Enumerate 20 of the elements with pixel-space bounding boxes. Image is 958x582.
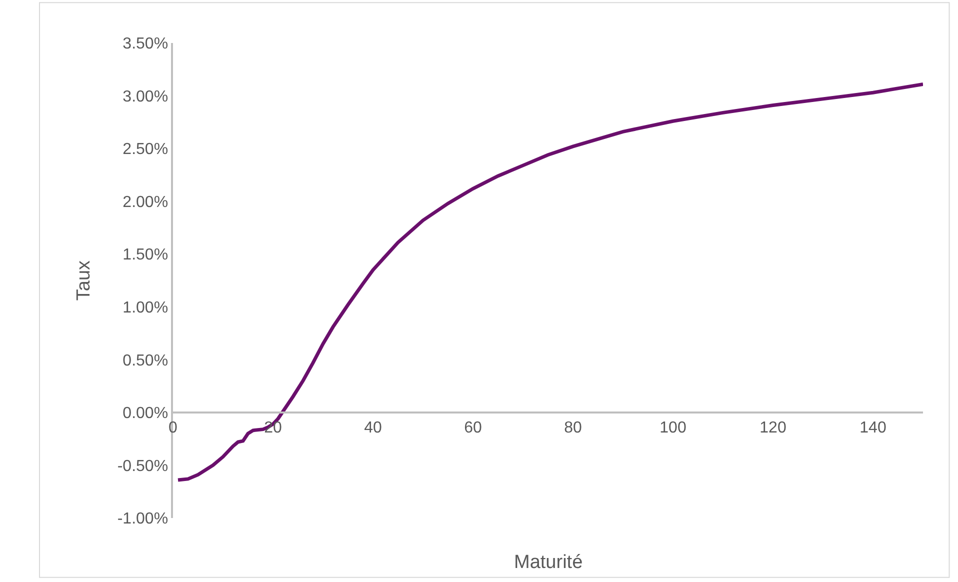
y-tick-label: 1.00% <box>122 299 168 316</box>
y-tick-label: 0.50% <box>122 352 168 370</box>
x-axis-title: Maturité <box>514 552 583 573</box>
y-tick-label: 2.50% <box>122 141 168 158</box>
x-tick-label: 0 <box>168 419 178 436</box>
y-tick-label: 2.00% <box>122 194 168 211</box>
y-axis-title: Taux <box>74 260 95 301</box>
y-tick-label: 0.00% <box>122 405 168 422</box>
y-tick-label: 3.00% <box>122 88 168 106</box>
y-tick-label: 3.50% <box>122 36 168 53</box>
x-tick-label: 40 <box>364 419 382 436</box>
y-tick-label: 1.50% <box>122 246 168 264</box>
y-tick-label: -0.50% <box>117 458 168 475</box>
x-tick-label: 60 <box>464 419 482 436</box>
y-tick-label: -1.00% <box>117 510 168 528</box>
x-tick-label: 80 <box>564 419 582 436</box>
x-tick-label: 120 <box>760 419 786 436</box>
x-tick-label: 140 <box>860 419 886 436</box>
x-tick-label: 100 <box>660 419 686 436</box>
line-series <box>176 82 923 482</box>
